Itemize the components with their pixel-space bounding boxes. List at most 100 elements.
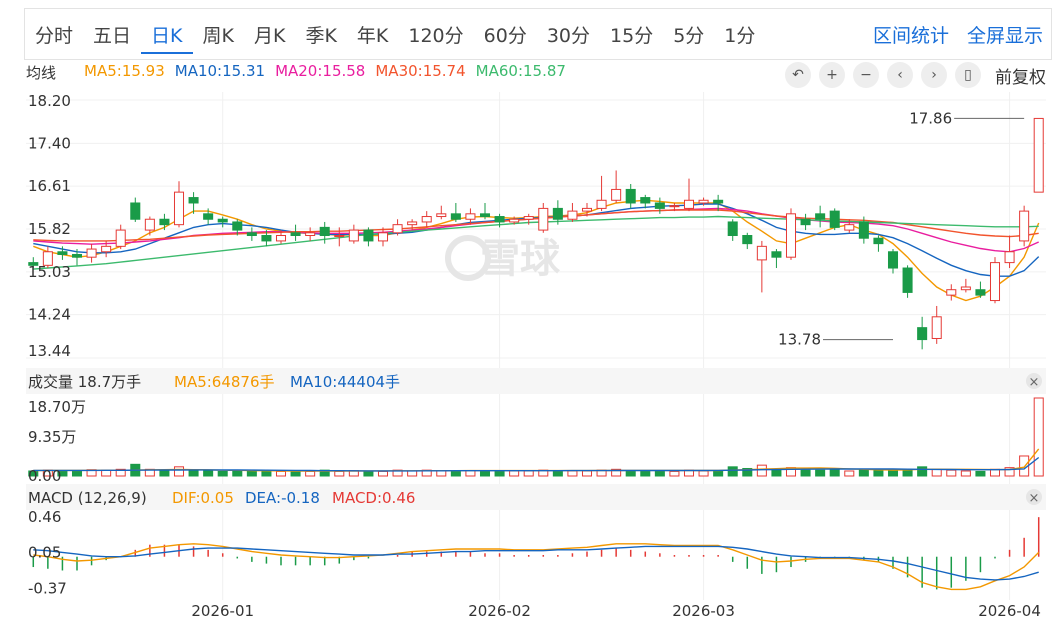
volume-tick-label: 9.35万: [28, 428, 76, 446]
tab-8[interactable]: 60分: [483, 24, 527, 47]
candle[interactable]: [727, 221, 738, 237]
candle-icon[interactable]: ▯: [955, 62, 981, 88]
candle[interactable]: [57, 251, 68, 255]
candle[interactable]: [450, 213, 461, 220]
candle[interactable]: [42, 251, 53, 266]
candle[interactable]: [742, 235, 753, 245]
candle[interactable]: [436, 213, 447, 218]
candle[interactable]: [130, 202, 141, 220]
tab-10[interactable]: 15分: [610, 24, 654, 47]
candle[interactable]: [815, 213, 826, 220]
candle[interactable]: [71, 253, 83, 258]
range-stats-button[interactable]: 区间统计: [872, 24, 949, 47]
candle[interactable]: [771, 251, 782, 258]
candle[interactable]: [421, 216, 432, 223]
tab-3[interactable]: 周K: [202, 24, 234, 47]
candle[interactable]: [625, 188, 636, 204]
tab-5[interactable]: 季K: [305, 24, 337, 47]
macd-tick-label: -0.37: [28, 580, 67, 598]
tab-0[interactable]: 分时: [35, 24, 74, 47]
fullscreen-button[interactable]: 全屏显示: [966, 24, 1043, 47]
candle[interactable]: [917, 327, 928, 341]
candle[interactable]: [465, 213, 476, 220]
candle[interactable]: [363, 229, 374, 242]
scroll-left-icon[interactable]: ‹: [887, 62, 913, 88]
candle[interactable]: [217, 218, 228, 223]
candle[interactable]: [203, 213, 214, 220]
candle[interactable]: [232, 221, 243, 231]
candle[interactable]: [567, 210, 578, 220]
candle[interactable]: [844, 224, 855, 231]
candle[interactable]: [538, 207, 549, 231]
candle[interactable]: [305, 232, 316, 237]
candle[interactable]: [960, 286, 971, 291]
candle[interactable]: [654, 202, 665, 209]
candle[interactable]: [581, 207, 593, 212]
candle[interactable]: [640, 197, 651, 204]
candle[interactable]: [669, 205, 680, 208]
candle[interactable]: [494, 216, 505, 223]
candle[interactable]: [975, 289, 986, 296]
candle[interactable]: [902, 267, 913, 293]
candle[interactable]: [275, 235, 287, 242]
adjust-mode-button[interactable]: 前复权: [995, 67, 1046, 88]
tab-7[interactable]: 120分: [408, 24, 464, 47]
candle[interactable]: [392, 224, 403, 234]
candle[interactable]: [101, 245, 112, 253]
candle[interactable]: [86, 248, 97, 258]
tab-9[interactable]: 30分: [546, 24, 591, 47]
candle[interactable]: [28, 262, 39, 266]
candle[interactable]: [159, 218, 170, 226]
candle[interactable]: [946, 289, 957, 296]
candle[interactable]: [246, 232, 257, 237]
tab-1[interactable]: 五日: [93, 24, 132, 47]
candle[interactable]: [683, 199, 695, 209]
candle[interactable]: [756, 245, 767, 261]
close-macd-icon[interactable]: [1026, 489, 1042, 505]
candle[interactable]: [552, 207, 563, 220]
candle[interactable]: [188, 197, 199, 204]
candle[interactable]: [713, 199, 724, 204]
candle[interactable]: [290, 232, 301, 237]
candle[interactable]: [479, 213, 491, 218]
candle[interactable]: [407, 221, 418, 226]
candle[interactable]: [800, 218, 811, 226]
period-tabs: 分时 五日 日K 周K 月K 季K 年K 120分 60分 30分 15分 5分 1分: [25, 15, 765, 54]
candle[interactable]: [785, 213, 797, 258]
candle[interactable]: [334, 235, 345, 238]
ma5-value: MA5:15.93: [84, 62, 165, 80]
close-volume-icon[interactable]: [1026, 373, 1042, 389]
volume-bar: [931, 468, 942, 477]
candle[interactable]: [1033, 117, 1044, 193]
candle[interactable]: [523, 216, 534, 220]
candle[interactable]: [829, 210, 840, 228]
scroll-right-icon[interactable]: ›: [921, 62, 947, 88]
tab-2[interactable]: 日K: [141, 21, 193, 54]
candle[interactable]: [509, 218, 520, 223]
candle[interactable]: [377, 232, 389, 242]
candle[interactable]: [873, 237, 884, 245]
candle[interactable]: [989, 262, 1001, 302]
tab-12[interactable]: 1分: [724, 24, 756, 47]
candle[interactable]: [1019, 210, 1030, 242]
tab-11[interactable]: 5分: [673, 24, 705, 47]
tab-6[interactable]: 年K: [356, 24, 389, 47]
candle[interactable]: [144, 218, 155, 231]
tab-4[interactable]: 月K: [253, 24, 286, 47]
candle[interactable]: [115, 229, 126, 247]
candle[interactable]: [1004, 251, 1015, 264]
candle[interactable]: [858, 221, 869, 239]
undo-icon[interactable]: ↶: [785, 62, 811, 88]
candle[interactable]: [887, 251, 899, 269]
candle[interactable]: [611, 188, 622, 201]
candle[interactable]: [931, 316, 942, 339]
candle[interactable]: [173, 191, 185, 226]
candle[interactable]: [348, 229, 359, 242]
candle[interactable]: [596, 199, 607, 209]
candle[interactable]: [261, 235, 272, 242]
zoom-out-icon[interactable]: −: [853, 62, 879, 88]
candle[interactable]: [319, 226, 330, 237]
zoom-in-icon[interactable]: +: [819, 62, 845, 88]
candle[interactable]: [698, 199, 709, 204]
